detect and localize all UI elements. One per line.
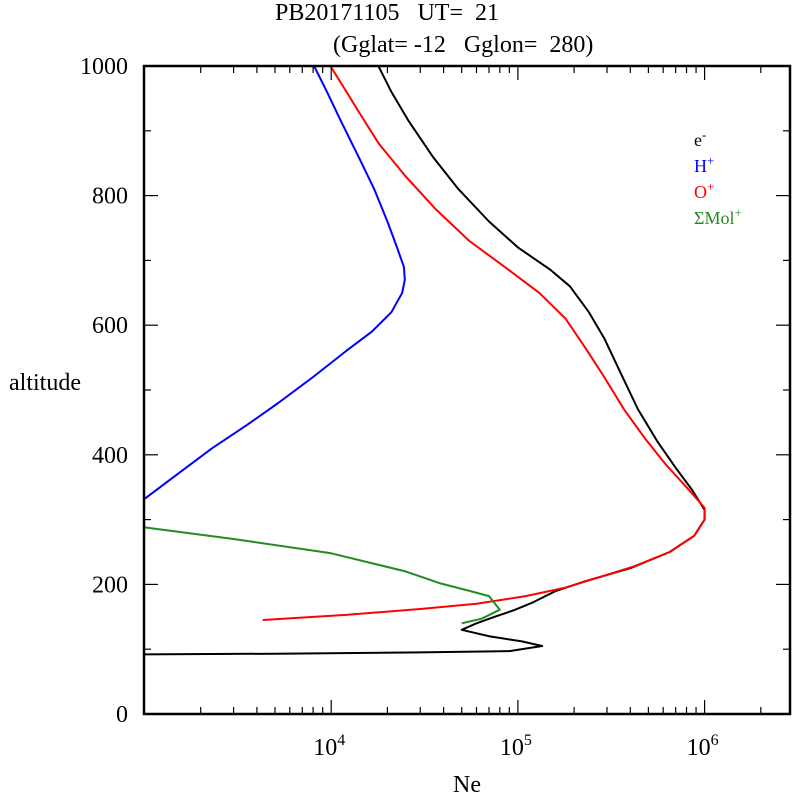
x-tick-label: 106	[687, 732, 719, 761]
series-line-e	[144, 66, 706, 656]
legend-entry-h: H+	[694, 153, 714, 176]
y-tick-label: 800	[92, 184, 128, 210]
x-axis-label: Ne	[453, 772, 481, 795]
x-tick-label: 104	[313, 732, 345, 761]
y-tick-label: 600	[92, 313, 128, 339]
y-tick-label: 1000	[80, 54, 128, 80]
y-axis-label: altitude	[9, 370, 81, 396]
curves-group	[144, 66, 706, 656]
legend-entry-o: O+	[694, 179, 714, 202]
chart-title-line2: (Gglat= -12 Gglon= 280)	[333, 32, 593, 58]
series-line-o	[262, 66, 706, 621]
legend: e- H+ O+ ΣMol+	[694, 127, 742, 228]
series-line-h	[144, 66, 406, 500]
legend-entry-sigmamol: ΣMol+	[694, 205, 742, 228]
legend-entry-e: e-	[694, 127, 706, 150]
x-tick-label: 105	[500, 732, 532, 761]
y-tick-label: 200	[92, 572, 128, 598]
y-axis-ticks: 0 200 400 600 800 1000	[80, 54, 790, 728]
chart-title-line1: PB20171105 UT= 21	[275, 0, 499, 26]
series-line-sigmamol	[144, 526, 501, 625]
x-axis-ticks: 104 105 106	[200, 66, 762, 761]
y-tick-label: 0	[116, 702, 128, 728]
y-tick-label: 400	[92, 443, 128, 469]
